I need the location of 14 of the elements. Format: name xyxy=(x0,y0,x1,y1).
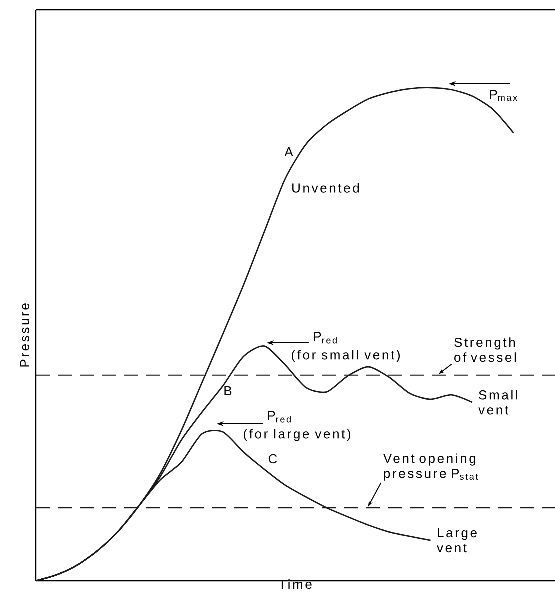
annotation: (for small vent) xyxy=(292,350,400,362)
annotation: (for large vent) xyxy=(244,429,351,442)
ref-line-label: Vent opening pressure P$_{stat}$ xyxy=(383,454,478,481)
annotation: A xyxy=(284,148,294,156)
annotation: P$_{red}$ xyxy=(314,332,337,344)
annotation: P$_{red}$ xyxy=(268,411,291,423)
ref-line-label: Strength of vessel xyxy=(454,338,516,362)
annotation: P$_{max}$ xyxy=(490,90,518,102)
series-label: Unvented xyxy=(292,183,360,193)
annotation: C xyxy=(268,454,278,464)
annotation: B xyxy=(224,386,232,396)
series-label: Small vent xyxy=(478,390,518,415)
y-axis-title: Pressure xyxy=(20,304,30,367)
series-label: Large vent xyxy=(437,528,477,553)
